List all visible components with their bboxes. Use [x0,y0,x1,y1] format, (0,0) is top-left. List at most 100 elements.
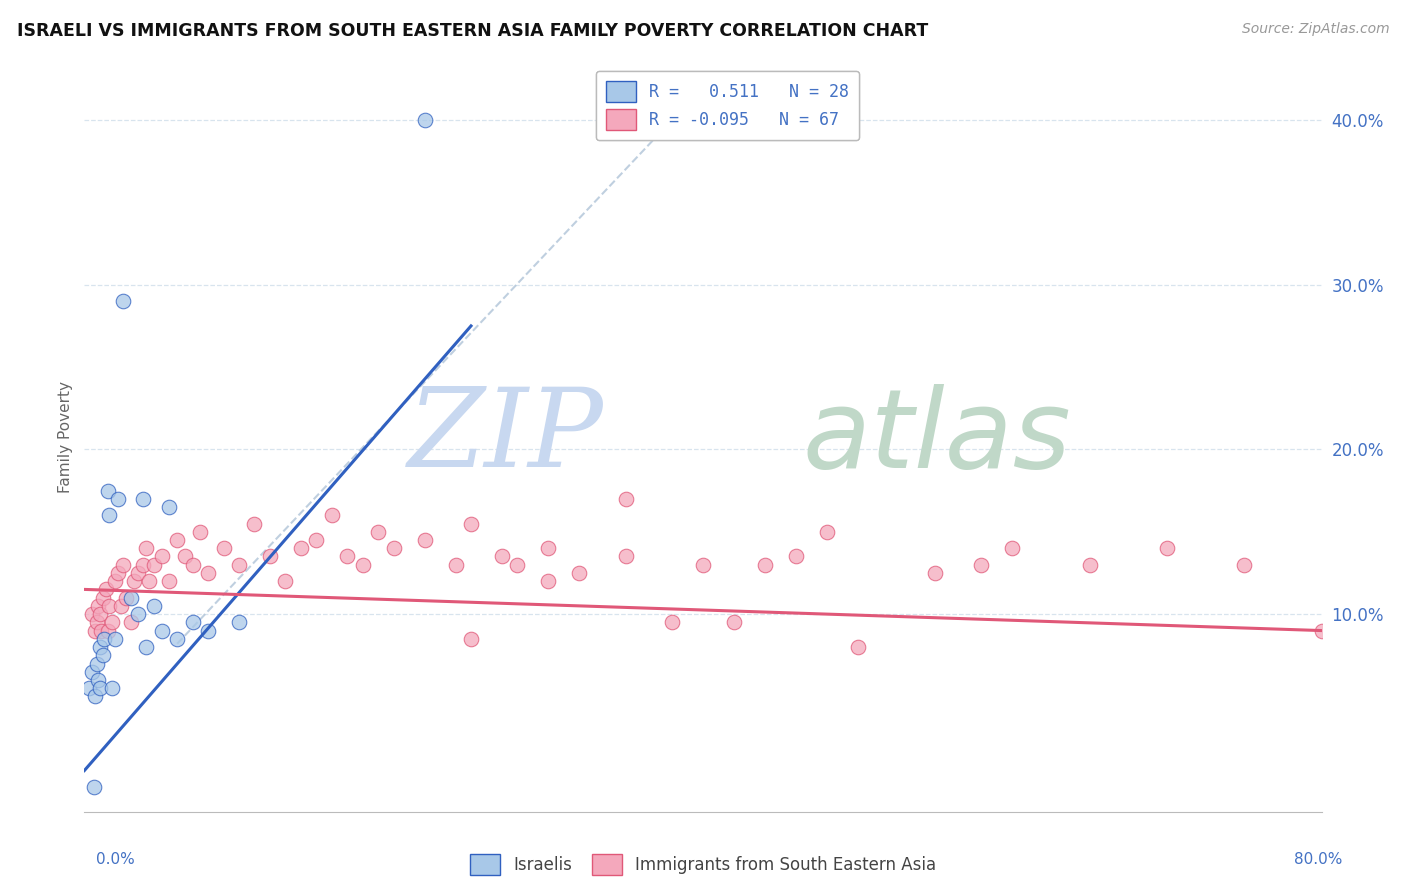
Point [91,648,114,663]
Point [93,632,115,646]
Point [83,780,105,794]
Point [568,566,591,580]
Point [382,541,405,556]
Point [127,607,149,621]
Point [115,591,138,605]
Point [86,657,108,671]
Point [197,566,219,580]
Point [460,632,482,646]
Point [1310,624,1333,638]
Point [107,491,129,506]
Point [174,549,197,564]
Point [86,615,108,630]
Point [506,558,529,572]
Point [460,516,482,531]
Point [367,524,389,539]
Text: atlas: atlas [801,384,1070,491]
Point [150,624,173,638]
Point [143,558,166,572]
Point [243,516,266,531]
Point [138,574,160,589]
Point [444,558,467,572]
Point [150,549,173,564]
Point [110,599,132,613]
Point [107,566,129,580]
Point [290,541,312,556]
Point [692,558,714,572]
Point [135,640,157,654]
Point [166,533,188,547]
Point [614,549,637,564]
Text: 80.0%: 80.0% [1295,852,1343,867]
Point [82,607,104,621]
Point [101,681,124,696]
Text: 0.0%: 0.0% [96,852,135,867]
Point [122,574,145,589]
Point [132,558,155,572]
Point [181,558,204,572]
Point [159,574,180,589]
Point [127,566,149,580]
Point [132,491,155,506]
Point [101,615,124,630]
Point [112,294,135,309]
Point [104,632,127,646]
Point [96,483,118,498]
Point [413,533,436,547]
Point [785,549,807,564]
Point [188,524,211,539]
Point [491,549,513,564]
Point [274,574,297,589]
Point [87,673,110,687]
Point [84,624,107,638]
Point [259,549,281,564]
Point [89,640,111,654]
Point [846,640,869,654]
Point [970,558,993,572]
Point [1156,541,1178,556]
Text: ISRAELI VS IMMIGRANTS FROM SOUTH EASTERN ASIA FAMILY POVERTY CORRELATION CHART: ISRAELI VS IMMIGRANTS FROM SOUTH EASTERN… [17,22,928,40]
Point [212,541,235,556]
Point [84,690,107,704]
Point [537,541,560,556]
Point [352,558,374,572]
Point [96,624,118,638]
Point [305,533,328,547]
Point [143,599,166,613]
Point [754,558,776,572]
Point [1233,558,1256,572]
Point [228,615,250,630]
Legend: Israelis, Immigrants from South Eastern Asia: Israelis, Immigrants from South Eastern … [461,846,945,884]
Point [181,615,204,630]
Point [924,566,946,580]
Legend: R =   0.511   N = 28, R = -0.095   N = 67: R = 0.511 N = 28, R = -0.095 N = 67 [596,70,859,140]
Point [321,508,343,523]
Point [166,632,188,646]
Point [815,524,838,539]
Point [90,624,112,638]
Point [77,681,100,696]
Point [120,615,142,630]
Point [94,582,117,597]
Point [89,607,111,621]
Point [537,574,560,589]
Point [228,558,250,572]
Y-axis label: Family Poverty: Family Poverty [58,381,73,493]
Point [1001,541,1024,556]
Point [104,574,127,589]
Point [661,615,683,630]
Point [159,500,180,514]
Point [98,599,121,613]
Point [336,549,359,564]
Point [87,599,110,613]
Point [91,591,114,605]
Point [1078,558,1101,572]
Point [120,591,142,605]
Point [82,665,104,679]
Point [413,113,436,128]
Point [98,508,121,523]
Point [89,681,111,696]
Point [112,558,135,572]
Point [135,541,157,556]
Text: ZIP: ZIP [408,384,605,491]
